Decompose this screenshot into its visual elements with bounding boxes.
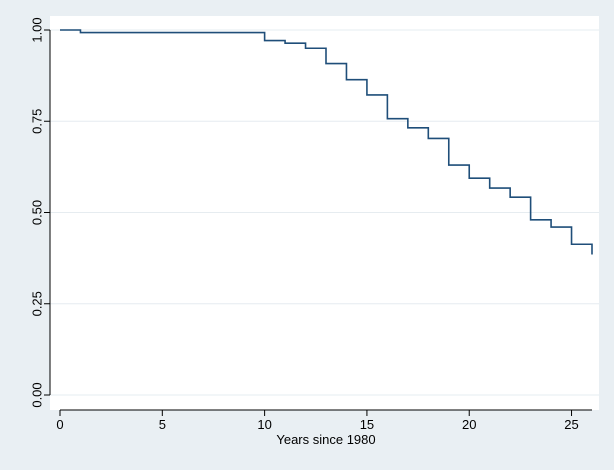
- grid-lines: [50, 29, 599, 396]
- x-tick-label: 5: [159, 417, 166, 432]
- series-line-0: [60, 29, 593, 255]
- x-tick-label: 15: [360, 417, 374, 432]
- y-tick-label: 0.00: [30, 382, 45, 407]
- series-layer: [60, 29, 593, 255]
- y-tick-label: 0.75: [30, 109, 45, 134]
- y-tick-label: 0.50: [30, 200, 45, 225]
- y-tick-label: 0.25: [30, 291, 45, 316]
- x-tick-label: 0: [56, 417, 63, 432]
- x-tick-label: 25: [564, 417, 578, 432]
- x-tick-label: 20: [462, 417, 476, 432]
- x-axis-title: Years since 1980: [276, 432, 375, 447]
- axes: 0.00 0.25 0.50 0.75 1.00 0 5 10 15 20 25: [30, 17, 592, 432]
- y-tick-label: 1.00: [30, 17, 45, 42]
- x-tick-label: 10: [257, 417, 271, 432]
